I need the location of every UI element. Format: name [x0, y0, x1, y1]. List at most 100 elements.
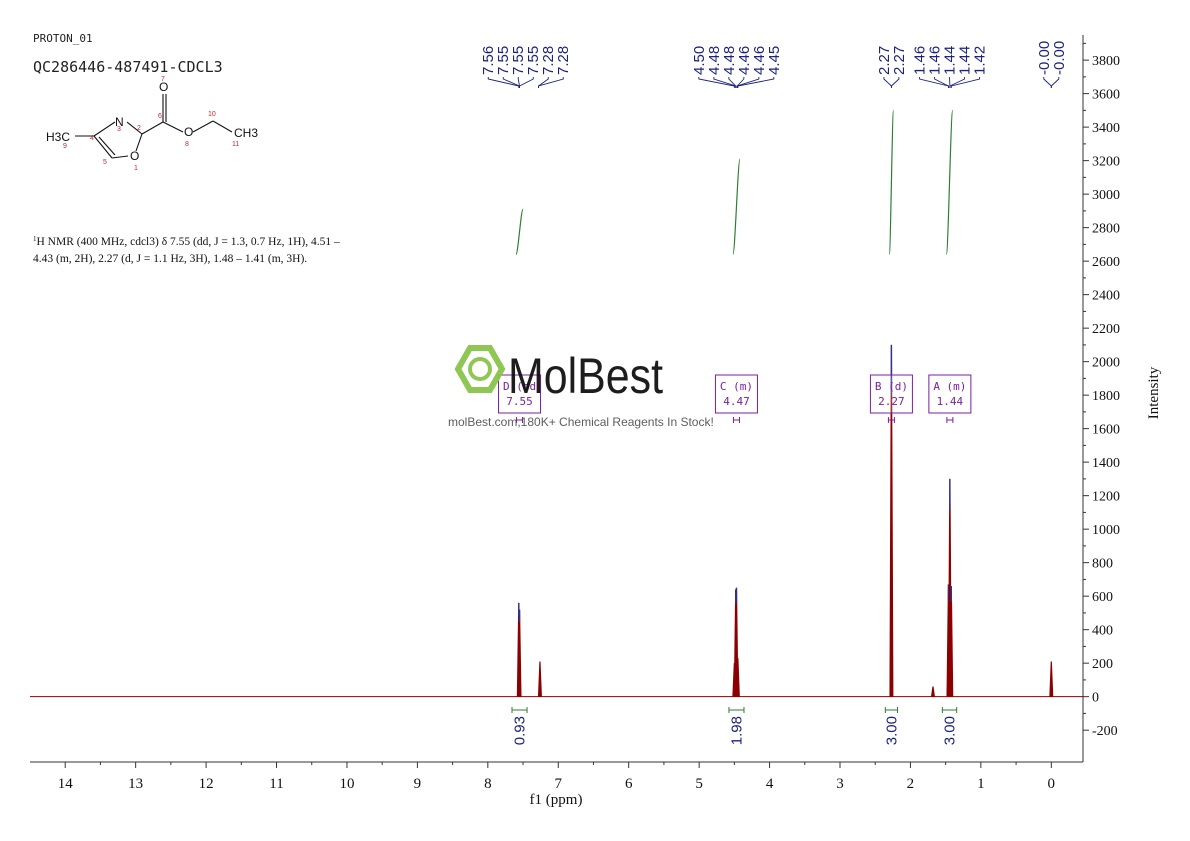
integral-curves: [515, 109, 954, 256]
integral-value: 1.98: [728, 716, 745, 745]
x-tick-label: 9: [414, 776, 422, 792]
peak-shift-label: 7.28: [555, 46, 572, 75]
peak-shift-label: 1.44: [942, 46, 959, 75]
y-tick-label: 1800: [1092, 389, 1120, 404]
x-tick-label: 8: [484, 776, 492, 792]
peak-label-connector: [538, 77, 549, 88]
y-tick-label: 0: [1092, 691, 1099, 706]
peak-shift-label: 4.50: [691, 46, 708, 75]
peak-label-connector: [890, 77, 900, 88]
atom-n: N: [115, 115, 124, 129]
x-tick-label: 10: [339, 776, 354, 792]
x-axis-label: f1 (ppm): [530, 792, 583, 808]
peak-shift-label: 4.46: [736, 46, 753, 75]
integral-labels: 0.93 1.98 3.00 3.00: [511, 707, 959, 745]
y-tick-label: 2800: [1092, 222, 1120, 237]
sample-title: QC286446-487491-CDCL3: [33, 58, 223, 76]
multiplet-shift: 7.55: [506, 395, 533, 408]
peak-shift-label: 4.45: [766, 46, 783, 75]
y-tick-label: 600: [1092, 590, 1113, 605]
peak-shift-label: 1.46: [927, 46, 944, 75]
atom-number-9: 9: [63, 143, 67, 150]
multiplet-type: D (dd: [503, 380, 536, 393]
y-tick-label: 2600: [1092, 255, 1120, 270]
x-tick-label: 3: [836, 776, 844, 792]
multiplet-shift: 1.44: [937, 395, 964, 408]
y-tick-label: 3800: [1092, 54, 1120, 69]
peak-shift-label: 2.27: [876, 46, 893, 75]
multiplet-box: [869, 374, 913, 414]
peak-shift-label: 7.55: [510, 46, 527, 75]
peak-label-connector: [737, 77, 775, 88]
peak-label-connector: [519, 77, 534, 88]
integral-curve: [515, 208, 524, 256]
peak-label-connector: [487, 77, 520, 88]
peak-shift-label: 7.55: [525, 46, 542, 75]
x-tick-label: 5: [695, 776, 703, 792]
peak-label-connector: [728, 77, 737, 88]
x-tick-label: 11: [269, 776, 283, 792]
nmr-description-line2: 4.43 (m, 2H), 2.27 (d, J = 1.1 Hz, 3H), …: [33, 253, 307, 265]
spectrum-peaks: [516, 344, 1054, 697]
peak-shift-label: 4.48: [706, 46, 723, 75]
y-tick-label: 400: [1092, 624, 1113, 639]
y-tick-label: 3600: [1092, 88, 1120, 103]
atom-ch3: CH3: [234, 126, 258, 140]
peak-label-connector: [919, 77, 949, 88]
watermark-brand: MolBest: [508, 348, 663, 404]
description-text-line1: H NMR (400 MHz, cdcl3) δ 7.55 (dd, J = 1…: [37, 236, 340, 248]
multiplet-box: [714, 374, 758, 414]
y-tick-label: 3400: [1092, 121, 1120, 136]
peak-shift-label: 7.56: [480, 46, 497, 75]
atom-number-2: 2: [137, 125, 141, 132]
atom-number-10: 10: [208, 111, 216, 118]
atom-number-5: 5: [103, 159, 107, 166]
molbest-watermark: MolBest molBest.com,180K+ Chemical Reage…: [448, 345, 714, 429]
watermark-tagline: molBest.com,180K+ Chemical Reagents In S…: [448, 415, 714, 429]
y-axis-ticks: -200 0 200 400 600 800 1000 1200 1400 1600 1800 200…: [1083, 42, 1120, 739]
peak-label-connector: [949, 77, 966, 88]
peak-label-connector: [736, 77, 760, 88]
atom-number-6: 6: [158, 113, 162, 120]
multiplet-box: [498, 374, 542, 414]
atom-number-1: 1: [134, 165, 138, 172]
peak-shift-label: 1.46: [912, 46, 929, 75]
y-tick-label: 2000: [1092, 356, 1120, 371]
x-tick-label: 14: [58, 776, 74, 792]
peak-labels: 7.567.557.557.557.287.28 4.504.484.484.46…: [480, 41, 1068, 88]
atom-number-4: 4: [90, 135, 94, 142]
y-axis-label: Intensity: [1146, 366, 1162, 419]
peak-label-connector: [538, 77, 564, 88]
multiplet-type: B (d): [875, 380, 908, 393]
multiplet-shift: 2.27: [878, 395, 905, 408]
multiplet-annotations: D (dd 7.55 C (m) 4.47 B (d) 2.27 A (m) 1.44: [498, 374, 972, 423]
spectrum-peak: [889, 344, 894, 697]
molecule-structure: [75, 94, 233, 159]
y-tick-label: 800: [1092, 557, 1113, 572]
nmr-description-line1: 1H NMR (400 MHz, cdcl3) δ 7.55 (dd, J = …: [33, 235, 340, 248]
y-tick-label: -200: [1092, 724, 1118, 739]
y-tick-label: 1000: [1092, 523, 1120, 538]
integral-curve: [945, 109, 954, 256]
peak-shift-label: 1.42: [972, 46, 989, 75]
peak-label-connector: [698, 77, 735, 88]
peak-label-connector: [1050, 77, 1060, 88]
x-tick-label: 13: [128, 776, 143, 792]
atom-o-ring: O: [130, 149, 139, 163]
peak-label-connector: [934, 77, 949, 88]
multiplet-shift: 4.47: [723, 395, 750, 408]
atom-number-7: 7: [161, 76, 165, 83]
molbest-logo-icon: [454, 345, 506, 393]
peak-shift-label: 7.55: [495, 46, 512, 75]
atom-o-ester: O: [184, 125, 193, 139]
peak-label-connector: [883, 77, 892, 88]
atom-o-carbonyl: O: [159, 80, 168, 94]
x-tick-label: 6: [625, 776, 633, 792]
y-tick-label: 1200: [1092, 490, 1120, 505]
atom-number-3: 3: [117, 126, 121, 133]
y-tick-label: 2400: [1092, 289, 1120, 304]
atom-number-8: 8: [185, 141, 189, 148]
peak-label-connector: [950, 77, 981, 88]
experiment-title: PROTON_01: [33, 32, 93, 45]
